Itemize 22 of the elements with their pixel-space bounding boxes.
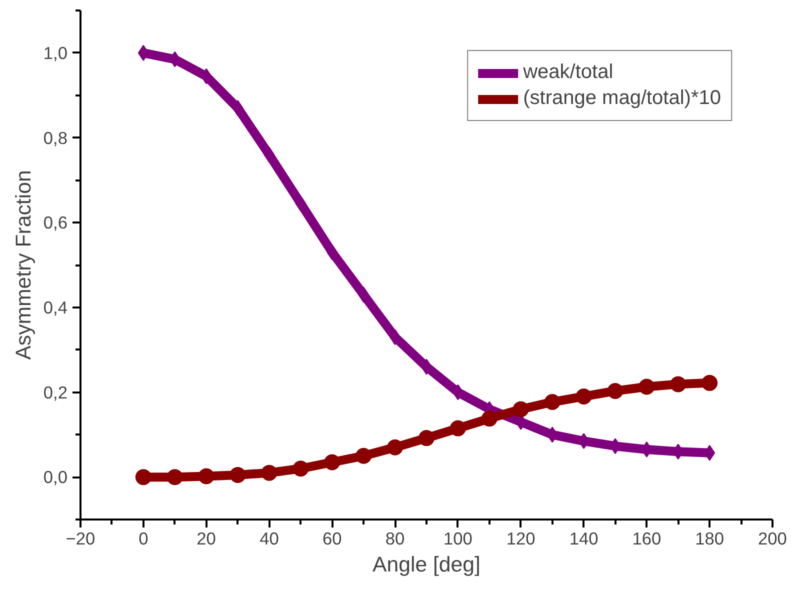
x-tick-label: 0	[138, 528, 148, 548]
x-tick-label: 160	[632, 528, 662, 548]
x-tick-label: 140	[569, 528, 598, 548]
y-tick-label: 0,8	[43, 128, 68, 148]
legend-label: (strange mag/total)*10	[523, 87, 721, 110]
y-tick-label: 0,6	[43, 212, 68, 233]
x-axis-title: Angle [deg]	[372, 552, 480, 576]
y-axis-title: Asymmetry Fraction	[11, 170, 36, 360]
x-tick-label: 80	[385, 528, 405, 548]
y-tick-label: 0,4	[43, 297, 68, 318]
x-tick-label: 20	[196, 528, 216, 548]
x-tick-label: 100	[444, 528, 472, 548]
y-tick-label: 0,2	[43, 382, 68, 402]
x-tick-label: 200	[758, 528, 787, 548]
x-tick-label: 60	[322, 528, 342, 548]
x-tick-label: 40	[260, 528, 279, 548]
x-tick-label: 180	[695, 528, 724, 548]
x-tick-label: 120	[506, 528, 536, 548]
x-tick-label: −20	[66, 528, 96, 548]
legend-label: weak/total	[523, 61, 614, 84]
y-tick-label: 0,0	[43, 467, 68, 488]
y-tick-label: 1,0	[43, 42, 68, 63]
